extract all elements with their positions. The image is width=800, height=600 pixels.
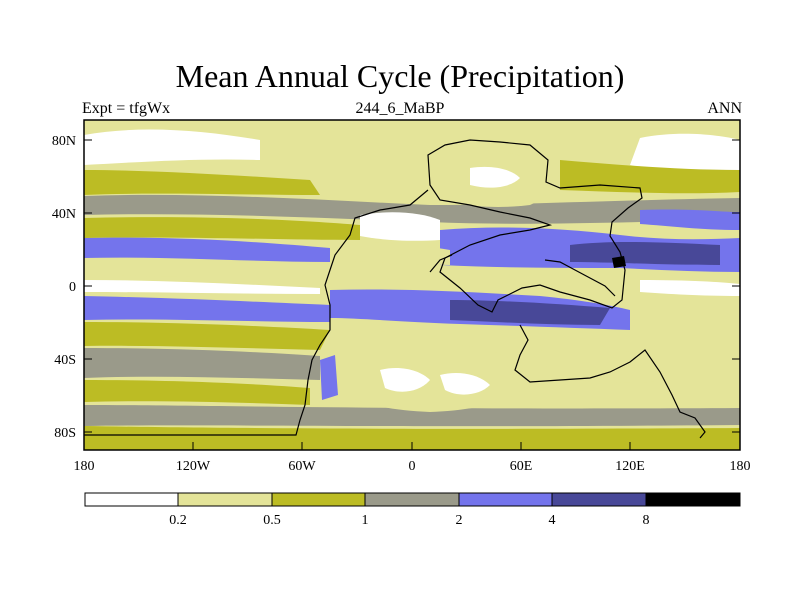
x-tick-label: 120E bbox=[615, 459, 645, 474]
colorbar-label: 0.2 bbox=[169, 513, 187, 528]
map-title: Mean Annual Cycle (Precipitation) bbox=[175, 58, 625, 94]
colorbar: 0.2 0.5 1 2 4 8 bbox=[84, 492, 741, 528]
colorbar-swatch bbox=[552, 493, 646, 506]
colorbar-swatch bbox=[459, 493, 552, 506]
colorbar-swatch bbox=[272, 493, 365, 506]
colorbar-label: 1 bbox=[362, 513, 369, 528]
colorbar-swatch bbox=[365, 493, 459, 506]
x-tick-label: 180 bbox=[74, 459, 95, 474]
x-tick-label: 0 bbox=[409, 459, 416, 474]
y-tick-label: 80N bbox=[52, 134, 76, 149]
season-label: ANN bbox=[707, 100, 742, 117]
precipitation-field bbox=[84, 120, 740, 450]
y-tick-label: 40N bbox=[52, 207, 76, 222]
y-ticks bbox=[84, 139, 740, 433]
y-tick-label: 0 bbox=[69, 280, 76, 295]
continent-outlines bbox=[84, 139, 706, 439]
x-tick-label: 60E bbox=[510, 459, 533, 474]
y-tick-label: 80S bbox=[54, 426, 76, 441]
x-tick-label: 180 bbox=[730, 459, 751, 474]
x-ticks bbox=[83, 442, 741, 450]
colorbar-swatch bbox=[85, 493, 178, 506]
colorbar-swatch bbox=[178, 493, 272, 506]
x-tick-label: 60W bbox=[288, 459, 316, 474]
colorbar-label: 8 bbox=[643, 513, 650, 528]
age-label: 244_6_MaBP bbox=[355, 100, 445, 117]
colorbar-label: 0.5 bbox=[263, 513, 281, 528]
colorbar-swatch bbox=[646, 493, 740, 506]
colorbar-label: 4 bbox=[549, 513, 556, 528]
y-tick-label: 40S bbox=[54, 353, 76, 368]
experiment-label: Expt = tfgWx bbox=[82, 100, 171, 117]
colorbar-label: 2 bbox=[456, 513, 463, 528]
x-tick-label: 120W bbox=[176, 459, 211, 474]
